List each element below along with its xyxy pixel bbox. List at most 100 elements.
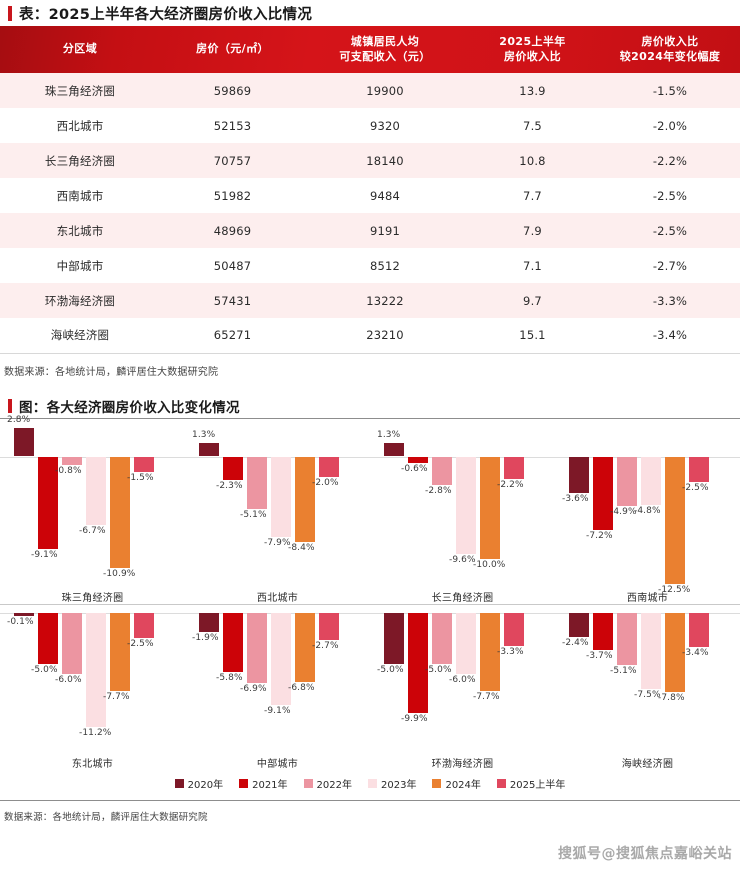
plot-area: -3.6% -7.2% -4.9% -4.8% -12.5% -2.5%	[555, 419, 740, 595]
bar-value-label: -5.0%	[31, 664, 58, 675]
header-line: 可支配收入（元）	[339, 49, 431, 63]
category-label-6: 环渤海经济圈	[431, 758, 494, 770]
bar-value-label: -9.6%	[449, 555, 476, 566]
cell-value: 7.5	[523, 118, 542, 133]
bar-value-label: -7.9%	[264, 538, 291, 549]
cell-region: 海峡经济圈	[0, 318, 160, 354]
bar-2020年-西南城市	[569, 456, 589, 494]
chart-panel-4: -0.1% -5.0% -6.0% -11.2% -7.7% -2.5% 东北城市	[0, 605, 185, 770]
cell-value: 59869	[213, 83, 252, 98]
legend-item-2022年[interactable]: 2022年	[303, 776, 352, 791]
legend-item-2021年[interactable]: 2021年	[239, 776, 288, 791]
bars: 2.8% -9.1% -0.8% -6.7% -10.9% -1.5%	[0, 415, 185, 589]
bar-value-label: -2.0%	[312, 477, 339, 488]
cell-value: 52153	[213, 118, 252, 133]
bar-2022年-海峡经济圈	[617, 612, 637, 665]
bar-2020年-长三角经济圈	[384, 443, 404, 457]
legend-item-2023年[interactable]: 2023年	[368, 776, 416, 791]
bar-2023年-西南城市	[641, 456, 661, 506]
cell-value: 19900	[366, 83, 404, 98]
bar-value-label: -12.5%	[658, 585, 691, 595]
legend-item-2020年[interactable]: 2020年	[174, 776, 223, 791]
bar-2025上半年-西南城市	[689, 456, 709, 482]
bars: -0.1% -5.0% -6.0% -11.2% -7.7% -2.5%	[0, 605, 185, 755]
chart-middle-rule	[0, 603, 740, 605]
bar-2024年-西南城市	[665, 456, 685, 584]
bar-2023年-珠三角经济圈	[86, 456, 106, 525]
legend-label: 2024年	[445, 780, 481, 791]
cell-value: 57431	[213, 293, 252, 308]
chart-row-bottom: -0.1% -5.0% -6.0% -11.2% -7.7% -2.5% 东北城市 -1.9%…	[0, 605, 740, 770]
bar-value-label: -3.6%	[562, 494, 589, 505]
bar-value-label: -10.9%	[103, 568, 136, 579]
bar-value-label: -6.9%	[240, 683, 267, 694]
bar-value-label: -4.9%	[610, 507, 637, 518]
header-line: 2025上半年	[499, 34, 566, 48]
plot-area: 2.8% -9.1% -0.8% -6.7% -10.9% -1.5%	[0, 415, 185, 589]
cell-value: 8512	[369, 258, 401, 273]
bar-2024年-海峡经济圈	[665, 612, 685, 693]
bar-group: -0.1% -5.0% -6.0% -11.2% -7.7% -2.5%	[0, 605, 185, 755]
chart-row-top: 2.8% -9.1% -0.8% -6.7% -10.9% -1.5% 珠三角经济圈 1.3%…	[0, 415, 740, 604]
plot-area: -1.9% -5.8% -6.9% -9.1% -6.8% -2.7%	[185, 605, 370, 755]
bar-value-label: -9.1%	[31, 550, 58, 561]
bar-value-label: -2.5%	[127, 639, 154, 649]
table-col-header-2: 城镇居民人均 可支配收入（元）	[305, 26, 465, 73]
bar-value-label: -7.5%	[634, 690, 661, 700]
plot-area: -5.0% -9.9% -5.0% -6.0% -7.7% -3.3%	[370, 605, 555, 755]
cell-value: -2.5%	[652, 188, 688, 203]
cell-value: 7.1	[523, 258, 542, 273]
cell-value: 70757	[213, 153, 252, 168]
chart-panel-3: -3.6% -7.2% -4.9% -4.8% -12.5% -2.5% 西南城市	[555, 419, 740, 604]
bar-value-label: -5.0%	[377, 664, 404, 675]
bars: 1.3% -0.6% -2.8% -9.6% -10.0% -2.2%	[370, 419, 555, 589]
cell-value: -2.7%	[652, 258, 688, 273]
bar-value-label: -7.7%	[473, 692, 500, 703]
bar-value-label: -6.0%	[55, 674, 82, 685]
header-line: 房价收入比	[504, 49, 561, 63]
bar-2020年-东北城市	[14, 612, 34, 616]
cell-value: -3.4%	[600, 318, 740, 354]
bar-2022年-长三角经济圈	[432, 456, 452, 486]
bar-value-label: -11.2%	[79, 727, 112, 738]
cell-value: -3.3%	[652, 293, 688, 308]
bar-2020年-环渤海经济圈	[384, 612, 404, 664]
bar-value-label: -7.8%	[658, 693, 685, 704]
category-label-4: 东北城市	[71, 758, 114, 770]
cell-value: 9320	[369, 118, 401, 133]
legend-item-2025上半年[interactable]: 2025上半年	[496, 776, 565, 791]
header-line: 房价收入比	[641, 34, 699, 48]
bar-value-label: -2.5%	[682, 483, 709, 493]
legend-item-2024年[interactable]: 2024年	[432, 776, 481, 791]
category-label-1: 西北城市	[256, 592, 299, 604]
bar-value-label: -9.1%	[264, 706, 291, 717]
table-row: 环渤海经济圈 57431 13222 9.7 -3.3%	[0, 283, 740, 318]
legend-swatch	[174, 779, 184, 788]
house-price-income-ratio-table: 分区域 房价（元/㎡） 城镇居民人均 可支配收入（元） 2025上半年 房价收入比 房价收入…	[0, 26, 740, 354]
table-row: 西北城市 52153 9320 7.5 -2.0%	[0, 108, 740, 143]
table-col-header-4: 房价收入比 较2024年变化幅度	[600, 26, 740, 73]
bar-value-label: -3.7%	[586, 651, 613, 662]
bar-2022年-西北城市	[247, 456, 267, 509]
table-row: 东北城市 48969 9191 7.9 -2.5%	[0, 213, 740, 248]
bar-2023年-环渤海经济圈	[456, 612, 476, 674]
bar-value-label: -3.4%	[682, 648, 709, 659]
bar-2024年-西北城市	[295, 456, 315, 543]
bar-2025上半年-珠三角经济圈	[134, 456, 154, 472]
legend-swatch	[368, 779, 377, 788]
chart-container: 2.8% -9.1% -0.8% -6.7% -10.9% -1.5% 珠三角经济圈 1.3%…	[0, 415, 740, 823]
bars: -2.4% -3.7% -5.1% -7.5% -7.8% -3.4%	[555, 605, 740, 755]
bar-2023年-东北城市	[86, 612, 106, 727]
chart-source-note: 数据来源：各地统计局，麟评居住大数据研究院	[4, 811, 208, 823]
bar-2025上半年-中部城市	[319, 612, 339, 641]
cell-value: -2.0%	[652, 118, 688, 133]
bar-value-label: 1.3%	[192, 430, 216, 441]
header-line: 城镇居民人均	[350, 34, 420, 48]
bar-value-label: -2.3%	[216, 480, 243, 491]
bar-group: -1.9% -5.8% -6.9% -9.1% -6.8% -2.7%	[185, 605, 370, 755]
bar-value-label: -6.0%	[449, 674, 476, 685]
title-accent-bar	[8, 5, 12, 21]
cell-value: 7.7	[523, 188, 542, 203]
table-title: 表：2025上半年各大经济圈房价收入比情况	[0, 0, 740, 26]
